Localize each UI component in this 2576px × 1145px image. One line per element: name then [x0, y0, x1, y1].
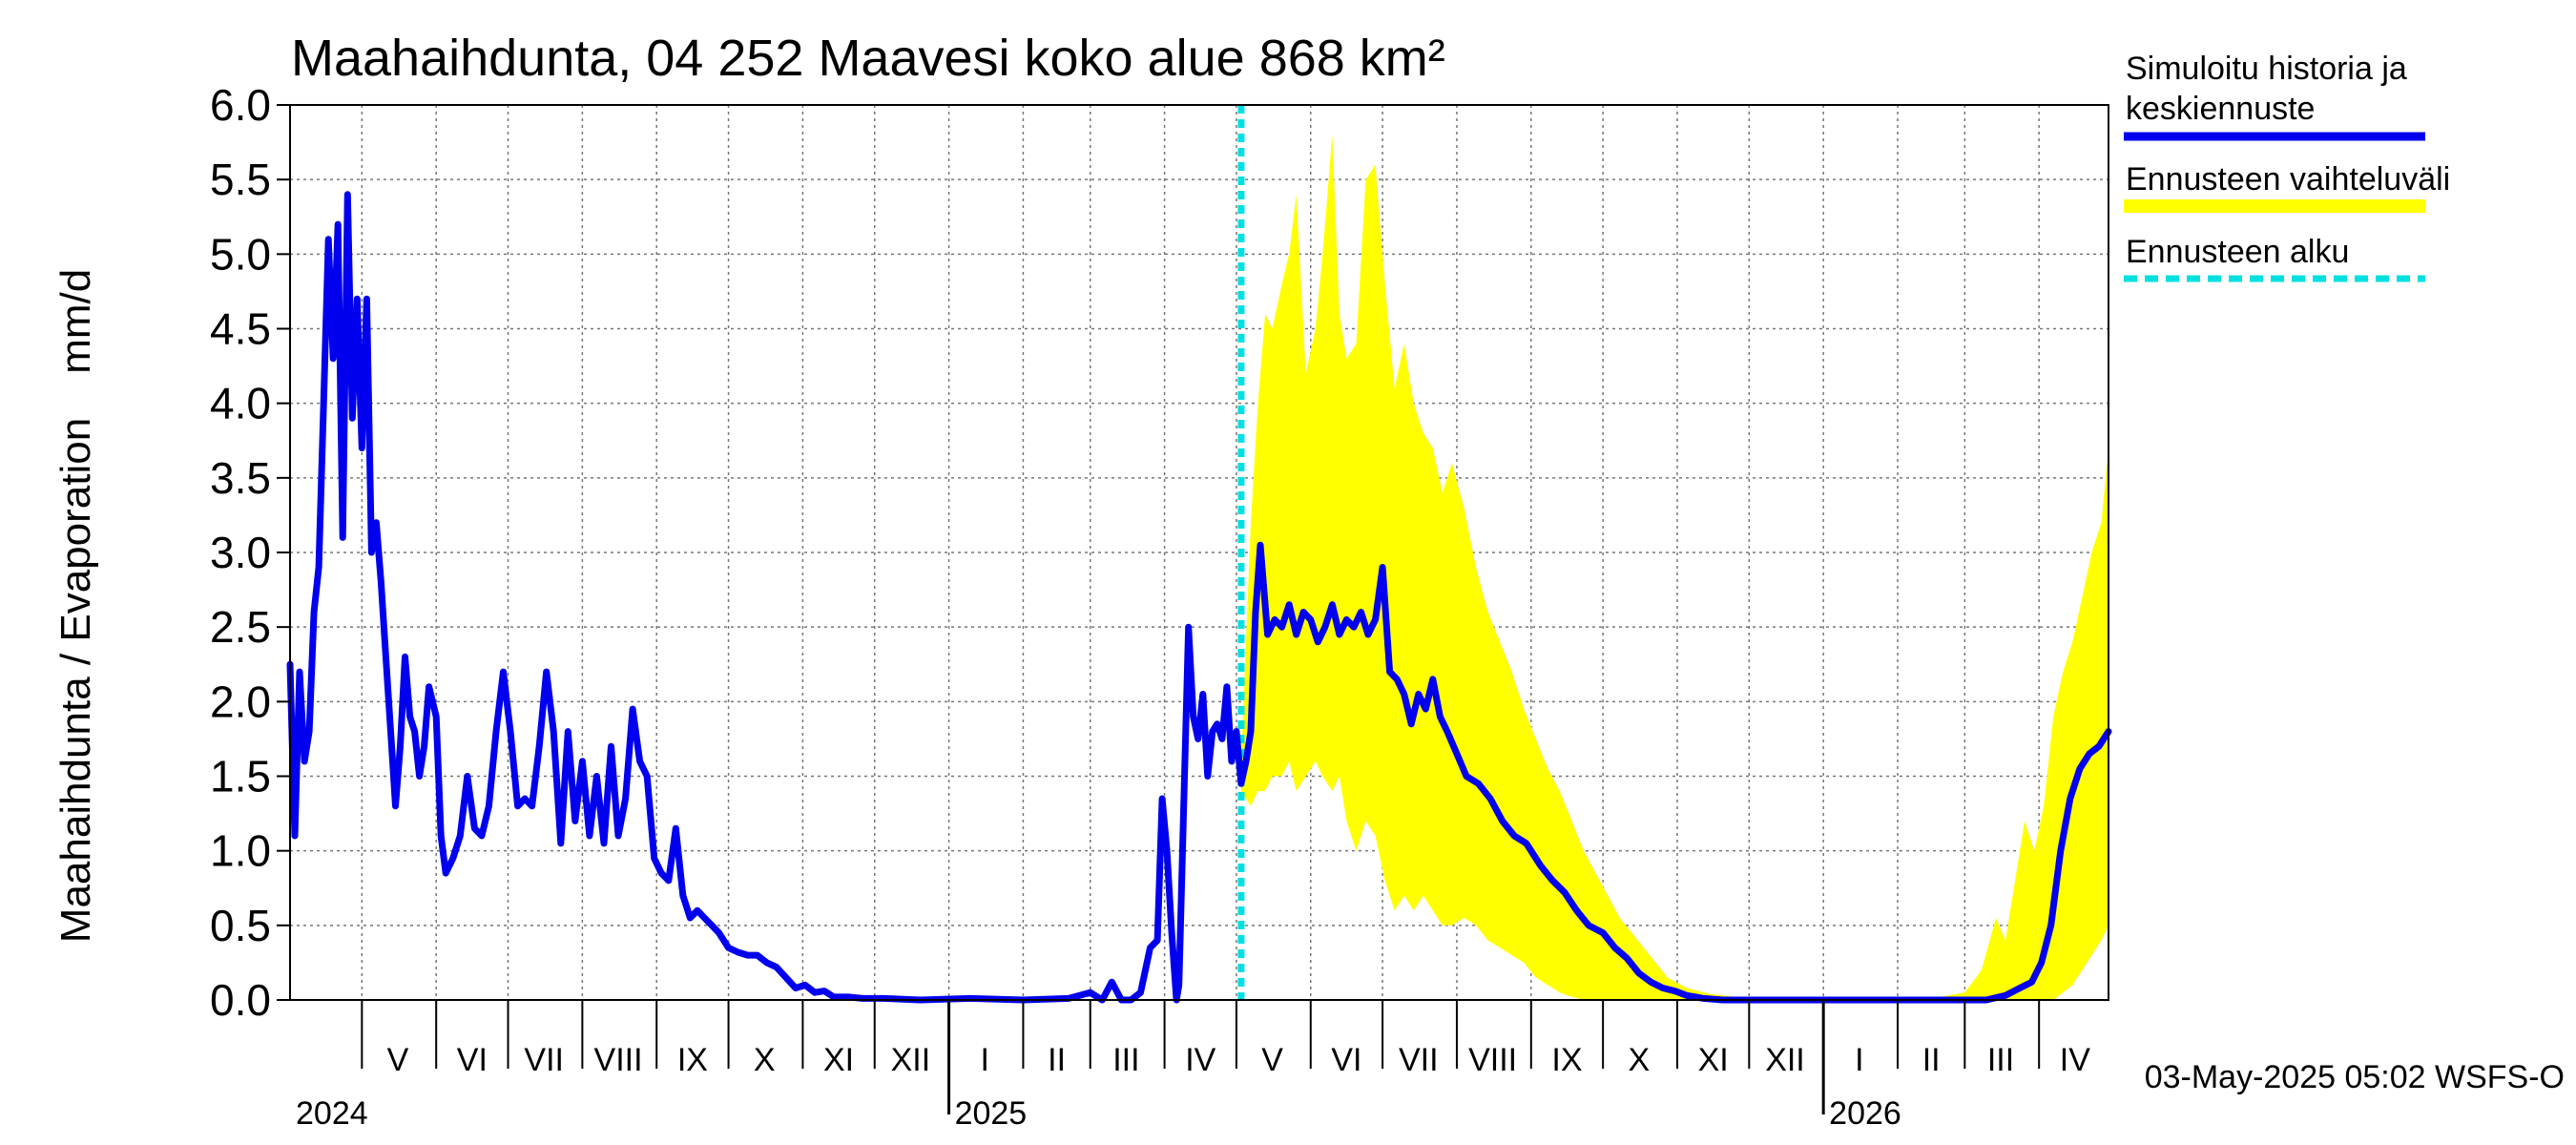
legend-label-simulated-2: keskiennuste [2126, 91, 2316, 127]
month-label: IX [677, 1042, 708, 1078]
y-tick-label: 2.0 [210, 677, 271, 726]
month-label: I [1855, 1042, 1863, 1078]
chart-title: Maahaihdunta, 04 252 Maavesi koko alue 8… [291, 30, 1445, 87]
y-tick-label: 2.5 [210, 602, 271, 652]
y-tick-label: 4.0 [210, 379, 271, 428]
grid-lines [290, 105, 2109, 1000]
month-label: VII [524, 1042, 564, 1078]
y-tick-label: 3.5 [210, 453, 271, 503]
legend-swatches [2124, 132, 2425, 282]
month-label: V [387, 1042, 409, 1078]
y-tick-label: 4.5 [210, 304, 271, 354]
month-label: VI [1331, 1042, 1361, 1078]
legend-label-range: Ennusteen vaihteluväli [2126, 161, 2451, 198]
month-label: IV [1185, 1042, 1215, 1078]
y-tick-label: 5.0 [210, 229, 271, 279]
month-label: II [1048, 1042, 1066, 1078]
month-label: VIII [1468, 1042, 1517, 1078]
simulated-history-line [286, 191, 2112, 1004]
month-label: VI [457, 1042, 488, 1078]
month-label: X [754, 1042, 776, 1078]
month-label: XII [891, 1042, 931, 1078]
month-label: I [981, 1042, 989, 1078]
month-label: II [1922, 1042, 1941, 1078]
month-label: X [1628, 1042, 1650, 1078]
y-tick-label: 6.0 [210, 80, 271, 130]
y-tick-label: 0.0 [210, 975, 271, 1025]
month-label: VIII [594, 1042, 643, 1078]
legend-label-simulated-1: Simuloitu historia ja [2126, 51, 2407, 87]
year-label: 2025 [955, 1095, 1028, 1132]
month-label: III [1112, 1042, 1139, 1078]
y-tick-label: 1.5 [210, 752, 271, 802]
legend-label-forecast-start: Ennusteen alku [2126, 234, 2350, 270]
year-label: 2024 [296, 1095, 368, 1132]
x-axis-ticks: V VI VII VIII IX X XI XII I II III IV V VI VII VIII IX X X… [296, 1000, 2090, 1132]
month-label: XI [1698, 1042, 1729, 1078]
y-tick-label: 1.0 [210, 826, 271, 876]
month-label: III [1987, 1042, 2014, 1078]
month-label: XI [823, 1042, 854, 1078]
y-tick-label: 5.5 [210, 155, 271, 204]
month-label: V [1261, 1042, 1283, 1078]
y-tick-label: 0.5 [210, 901, 271, 950]
year-label: 2026 [1829, 1095, 1901, 1132]
y-axis-ticks: 0.0 0.5 1.0 1.5 2.0 2.5 3.0 3.5 4.0 4.5 5.0 5.5 6.0 [210, 80, 290, 1025]
y-axis-title: Maahaihdunta / Evaporation [52, 417, 99, 944]
y-axis-unit: mm/d [52, 268, 99, 374]
month-label: XII [1765, 1042, 1805, 1078]
timestamp-footer: 03-May-2025 05:02 WSFS-O [2144, 1059, 2565, 1095]
forecast-band-area [1240, 135, 2109, 1001]
month-label: IX [1551, 1042, 1582, 1078]
month-label: VII [1399, 1042, 1439, 1078]
forecast-range-band [1240, 135, 2109, 1001]
y-axis-label: Maahaihdunta / Evaporation mm/d [52, 269, 100, 943]
simulated-series [286, 191, 2112, 1004]
y-tick-label: 3.0 [210, 528, 271, 577]
month-label: IV [2060, 1042, 2090, 1078]
